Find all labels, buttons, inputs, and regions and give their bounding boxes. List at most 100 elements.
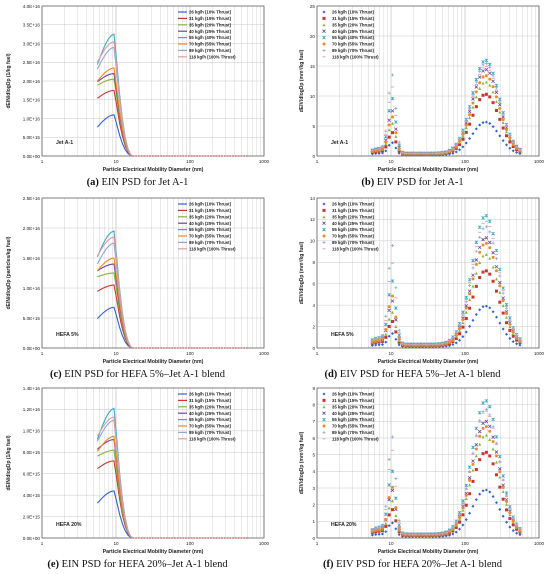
chart-b-point-1: [468, 122, 472, 126]
chart-b-point-1: [394, 140, 398, 144]
chart-f-point-0: [377, 532, 381, 536]
chart-e-ytick: 0.0E+00: [23, 536, 41, 541]
chart-a-xtick: 10: [113, 159, 119, 164]
chart-d-point-4: [487, 219, 492, 224]
chart-e-tail-point: [215, 537, 218, 539]
chart-b-xtick: 100: [461, 159, 469, 164]
chart-a-legend-label: 118 kg/h (100% Thrust): [189, 54, 236, 59]
chart-b-point-6: [458, 137, 462, 141]
chart-c-legend-label: 55 kg/h (40% Thrust): [189, 227, 232, 232]
chart-f-point-5: [484, 425, 488, 429]
caption-f-tag: (f): [323, 559, 334, 570]
chart-f-point-1: [494, 473, 498, 477]
chart-e-series-2: [97, 449, 247, 539]
chart-d-point-0: [374, 343, 378, 347]
chart-b-point-5: [505, 128, 509, 132]
chart-b-point-6: [384, 129, 388, 133]
chart-f-xtick: 10: [388, 541, 394, 546]
chart-d-point-4: [397, 333, 401, 337]
chart-f-point-6: [461, 501, 465, 505]
chart-a-tail-point: [229, 155, 232, 157]
chart-b-point-0: [478, 123, 482, 127]
chart-b-frame: [316, 5, 540, 157]
chart-b-point-3: [491, 79, 495, 84]
chart-e-legend-label: 70 kg/h (55% Thrust): [189, 424, 232, 429]
chart-b-point-2: [481, 81, 485, 85]
chart-f-point-2: [494, 460, 498, 464]
chart-d-point-6: [387, 266, 391, 270]
chart-f-point-3: [387, 497, 391, 502]
chart-e-legend-label: 26 kg/h (10% Thrust): [189, 392, 232, 397]
chart-d-point-0: [505, 332, 509, 336]
chart-d-point-0: [380, 342, 384, 346]
chart-e-legend-label: 40 kg/h (25% Thrust): [189, 411, 232, 416]
chart-f-point-0: [511, 529, 515, 533]
chart-d-point-1: [494, 289, 498, 293]
chart-c-tail-point: [157, 347, 160, 349]
chart-c-tail-point: [212, 347, 215, 349]
chart-b-point-1: [384, 145, 388, 149]
chart-a-legend-label: 55 kg/h (40% Thrust): [189, 35, 232, 40]
chart-c-tail-point: [185, 347, 187, 349]
chart-d-legend-swatch: [322, 208, 326, 212]
chart-f-point-4: [471, 445, 475, 450]
chart-f-point-6: [505, 494, 509, 498]
chart-f-point-0: [478, 492, 482, 496]
chart-f-point-3: [501, 483, 505, 488]
chart-c-legend-label: 31 kg/h (15% Thrust): [189, 208, 232, 213]
chart-a-tail-point: [210, 155, 212, 157]
caption-b: (b) EIV PSD for Jet A-1: [275, 177, 550, 188]
chart-c-tail-point: [182, 347, 185, 349]
chart-b-ytick: 10: [310, 94, 316, 99]
chart-f-legend-swatch: [322, 398, 326, 402]
chart-d-point-6: [484, 225, 488, 229]
chart-a-ytick: 4.0E+16: [23, 4, 41, 9]
chart-d-point-2: [474, 271, 478, 275]
chart-d-point-4: [464, 295, 469, 300]
chart-e-tail-point: [232, 537, 234, 539]
chart-e-tail-point: [140, 537, 143, 539]
chart-d-point-4: [471, 258, 475, 263]
chart-d-ylabel: dEIV/dlogDp (mm³/kg fuel): [299, 241, 305, 304]
chart-e-tail-point: [132, 537, 135, 539]
chart-c-tail-point: [246, 347, 248, 349]
chart-e-tail-point: [149, 537, 151, 539]
chart-d-point-3: [481, 237, 485, 242]
chart-d-point-2: [458, 329, 462, 333]
chart-e-legend-label: 55 kg/h (40% Thrust): [189, 417, 232, 422]
chart-f-point-5: [474, 447, 478, 451]
chart-d-point-3: [501, 296, 505, 300]
chart-d-point-0: [491, 310, 495, 314]
chart-d-point-5: [484, 241, 488, 245]
chart-f-ytick: 8: [312, 402, 315, 407]
chart-b-point-2: [384, 142, 388, 146]
chart-d-point-5: [505, 312, 509, 316]
chart-d-point-0: [387, 334, 391, 338]
chart-c-tail-point: [193, 347, 196, 349]
chart-c-tail-point: [140, 347, 143, 349]
chart-c-tail-point: [132, 347, 135, 349]
chart-f-point-5: [505, 499, 509, 503]
chart-d-legend-label: 70 kg/h (55% Thrust): [332, 234, 375, 239]
chart-c-tail-point: [143, 347, 146, 349]
chart-a-legend-label: 31 kg/h (15% Thrust): [189, 16, 232, 21]
chart-e-tail-point: [218, 537, 221, 539]
chart-e-xlabel: Particle Electrical Mobility Diameter (n…: [103, 549, 204, 555]
chart-b-point-0: [488, 121, 492, 125]
chart-c-tail-point: [160, 347, 162, 349]
chart-d-point-3: [394, 318, 398, 322]
chart-c-tail-point: [168, 347, 171, 349]
chart-f-point-2: [481, 435, 485, 439]
chart-b-point-5: [488, 77, 492, 81]
chart-d-point-0: [377, 343, 381, 347]
chart-d-point-3: [390, 299, 395, 303]
chart-b-point-6: [474, 80, 478, 84]
chart-b-point-0: [380, 151, 384, 155]
chart-f-point-1: [397, 530, 401, 534]
chart-f-point-2: [461, 508, 465, 512]
chart-d-point-5: [481, 243, 485, 247]
chart-c-tail-point: [171, 347, 174, 349]
chart-d-point-3: [474, 258, 479, 262]
chart-f-point-1: [498, 485, 502, 489]
chart-d-point-5: [471, 277, 475, 281]
